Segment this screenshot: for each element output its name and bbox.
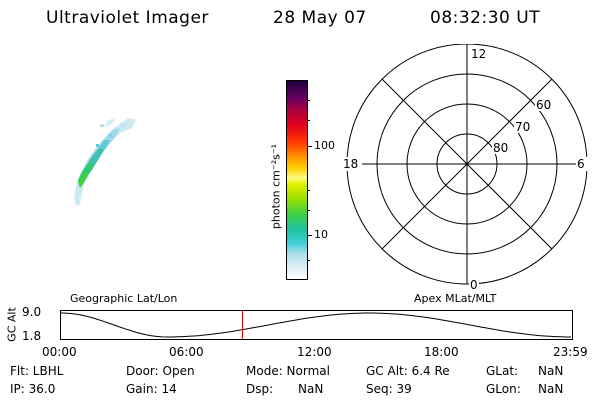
ytick-bottom: 1.8	[22, 329, 42, 343]
polar-diagonal	[381, 78, 553, 250]
mlt-label-0: 0	[470, 278, 478, 292]
dsp-info: Dsp:	[246, 382, 274, 396]
seq-info: Seq: 39	[366, 382, 412, 396]
altitude-curve	[60, 312, 571, 338]
colorbar-tick	[307, 146, 312, 147]
ip-info: IP: 36.0	[10, 382, 56, 396]
colorbar-minor-tick	[307, 120, 310, 121]
xtick-0600: 06:00	[169, 345, 204, 359]
colorbar-tick	[307, 235, 312, 236]
auroral-image	[74, 118, 136, 206]
colorbar-minor-tick	[307, 100, 310, 101]
colorbar-label-100: 100	[314, 139, 335, 152]
dsp-value: NaN	[298, 382, 324, 396]
timeseries-frame	[60, 310, 573, 340]
filter-info: Flt: LBHL	[10, 364, 64, 378]
colorbar-unit-label: photon cm⁻²s⁻¹	[269, 143, 283, 230]
xtick-1200: 12:00	[297, 345, 332, 359]
xtick-0000: 00:00	[42, 345, 77, 359]
observation-date: 28 May 07	[273, 8, 367, 28]
timeseries-ylabel: GC Alt	[5, 307, 19, 342]
colorbar-label-10: 10	[314, 228, 328, 241]
xtick-2359: 23:59	[553, 345, 588, 359]
orbit-altitude-panel: Geographic Lat/Lon Apex MLat/MLT GC Alt …	[0, 292, 600, 362]
glat-info: GLat:	[486, 364, 519, 378]
timeseries-plot	[60, 310, 573, 340]
mlt-label-12: 12	[471, 47, 486, 61]
lat-label-60: 60	[536, 98, 551, 112]
timeseries-right-title: Apex MLat/MLT	[414, 292, 497, 305]
instrument-title: Ultraviolet Imager	[46, 8, 209, 28]
aurora-blob	[74, 118, 136, 206]
colorbar-gradient	[286, 80, 308, 280]
observation-time: 08:32:30 UT	[430, 8, 541, 28]
mode-info: Mode: Normal	[246, 364, 330, 378]
door-info: Door: Open	[126, 364, 195, 378]
ytick-top: 9.0	[22, 305, 42, 319]
polar-mlat-mlt-grid: 12 18 6 0 60 70 80	[342, 44, 588, 292]
timeseries-left-title: Geographic Lat/Lon	[70, 292, 178, 305]
gain-info: Gain: 14	[126, 382, 177, 396]
colorbar-minor-tick	[307, 190, 310, 191]
gc-alt-info: GC Alt: 6.4 Re	[366, 364, 450, 378]
mlt-label-6: 6	[577, 157, 585, 171]
colorbar-minor-tick	[307, 260, 310, 261]
glat-value: NaN	[538, 364, 564, 378]
glon-info: GLon:	[486, 382, 521, 396]
lat-label-80: 80	[493, 141, 508, 155]
colorbar-minor-tick	[307, 210, 310, 211]
glon-value: NaN	[538, 382, 564, 396]
xtick-1800: 18:00	[424, 345, 459, 359]
colorbar: 100 10	[282, 80, 336, 280]
lat-label-70: 70	[515, 120, 530, 134]
mlt-label-18: 18	[343, 157, 358, 171]
